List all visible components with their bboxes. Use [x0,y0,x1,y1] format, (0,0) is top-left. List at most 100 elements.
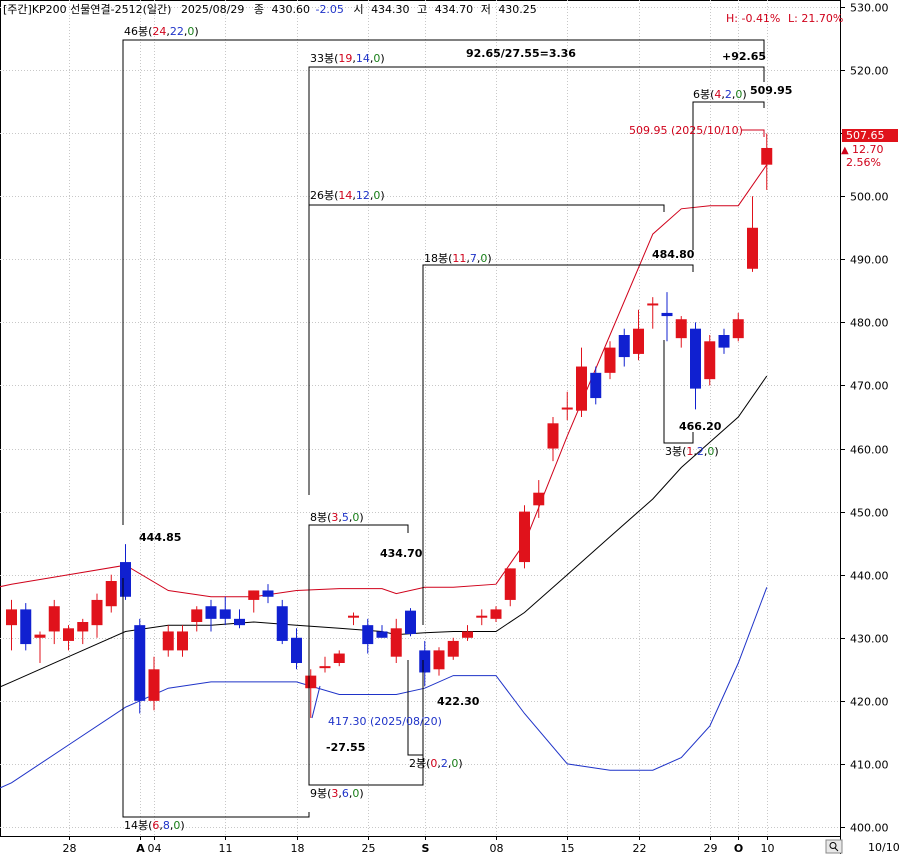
header-prefix: [주간] [3,3,32,16]
x-tick-label: 28 [63,842,77,854]
price-tag-pct: 2.56% [846,156,881,169]
range-brackets [122,39,765,818]
x-tick-label: S [422,842,430,854]
x-tick-label: 18 [291,842,305,854]
x-tick-label: 25 [362,842,376,854]
y-tick-label: 420.00 [850,696,889,709]
high-note: 509.95 (2025/10/10) [629,124,743,137]
upper-band-line [0,164,768,598]
y-tick-label: 480.00 [850,317,889,330]
range-2: 2봉(0,2,0) [409,757,463,770]
ratio-label: 92.65/27.55=3.36 [466,47,576,60]
x-tick-label: O [734,842,743,854]
candle-body [647,303,659,306]
high-pointer [742,129,765,137]
x-tick-label: 29 [704,842,718,854]
candle-body [661,312,673,317]
y-tick-label: 520.00 [850,65,889,78]
y-tick-label: 490.00 [850,254,889,267]
candle-body [433,650,445,670]
candle-body [120,562,131,597]
candlesticks [6,133,773,718]
candle-body [419,650,431,673]
candle-body [476,615,488,618]
x-tick-label: 04 [148,842,162,854]
candle-body [718,335,730,348]
candle-body [162,631,174,651]
x-axis: 28 A 04 11 18 25 S 08 15 22 29 O 10 [63,836,775,854]
neg-label: -27.55 [326,741,365,754]
candle-body [618,335,630,358]
candle-body [134,625,146,701]
candle-body [276,606,288,641]
candle-body [690,328,701,389]
header-open: 434.30 [371,3,410,16]
range-9: 9봉(3,6,0) [310,787,364,800]
header-text: [주간]KP200 선물연결-2512(일간) 2025/08/29 종 430… [3,2,537,16]
value-466-20: 466.20 [679,420,722,433]
range-3: 3봉(1,2,0) [665,445,719,458]
candle-body [48,606,60,632]
candle-body [91,599,103,626]
magnifier-icon[interactable] [825,839,843,854]
low-note: 417.30 (2025/08/20) [328,715,442,728]
value-422-30: 422.30 [437,695,480,708]
high-stat: H: -0.41% [726,12,780,25]
header-close: 430.60 [271,3,310,16]
header-low: 430.25 [498,3,537,16]
x-tick-label: 08 [490,842,504,854]
range-18: 18봉(11,7,0) [424,252,492,265]
candle-body [319,666,331,669]
header-high: 434.70 [435,3,474,16]
candle-body [405,610,416,634]
candle-body [148,669,160,701]
candle-body [305,675,317,689]
plus-label: +92.65 [722,50,766,63]
range-6: 6봉(4,2,0) [693,88,747,101]
y-tick-label: 460.00 [850,444,889,457]
value-434-70: 434.70 [380,547,423,560]
candle-body [333,653,345,663]
range-46: 46봉(24,22,0) [124,25,199,38]
candle-body [547,423,559,449]
candle-body [248,590,260,600]
y-axis: 530.00520.00510.00500.00490.00480.00470.… [840,2,889,835]
candle-body [20,609,32,645]
candle-body [732,319,744,339]
candle-body [191,609,203,622]
candle-body [390,628,402,657]
x-tick-label: 11 [219,842,233,854]
header-close-label: 종 [254,3,264,16]
candle-body [376,631,388,638]
lower-band-line [0,587,768,789]
low-pointer [311,685,321,719]
candle-body [177,631,188,651]
y-tick-label: 450.00 [850,507,889,520]
candle-body [590,372,602,399]
candle-body [34,634,46,638]
value-509-95: 509.95 [750,84,792,97]
up-arrow-icon: ▲ [841,145,849,156]
price-tag [842,129,898,142]
candle-body [362,625,374,645]
low-stat: L: 21.70% [788,12,843,25]
candle-body [291,637,302,663]
x-tick-label: A [136,842,145,854]
price-tag-value: 507.65 [846,129,885,142]
header-change: -2.05 [315,3,343,16]
x-tick-label: 15 [561,842,575,854]
x-tick-label: 10 [761,842,775,854]
footer-date: 10/10 [868,841,900,854]
header-low-label: 저 [481,3,491,16]
header-instrument: KP200 선물연결-2512(일간) [32,2,172,16]
candle-body [462,631,473,638]
header-open-label: 시 [353,3,363,16]
candle-body [675,319,687,339]
value-484-80: 484.80 [652,248,695,261]
middle-band-line [0,375,768,688]
candle-body [6,609,17,626]
candle-body [348,615,359,618]
candle-body [63,628,74,641]
y-tick-label: 440.00 [850,570,889,583]
